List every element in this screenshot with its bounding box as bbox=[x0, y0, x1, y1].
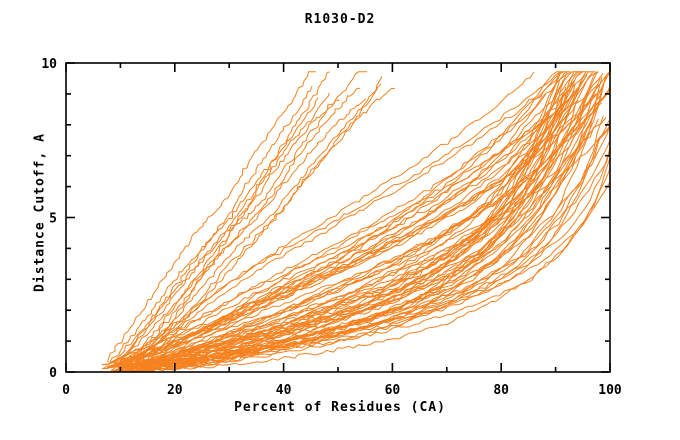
svg-text:80: 80 bbox=[493, 383, 509, 398]
svg-text:20: 20 bbox=[167, 383, 183, 398]
svg-text:5: 5 bbox=[49, 212, 57, 227]
tick-label-group: 0 20 40 60 80 100 0 5 10 bbox=[41, 57, 622, 398]
svg-text:60: 60 bbox=[385, 383, 401, 398]
axis-group bbox=[65, 62, 611, 373]
svg-text:10: 10 bbox=[41, 57, 57, 72]
curve-group bbox=[101, 71, 611, 373]
x-axis-label: Percent of Residues (CA) bbox=[234, 400, 446, 415]
svg-text:0: 0 bbox=[62, 383, 70, 398]
svg-text:40: 40 bbox=[276, 383, 292, 398]
svg-text:100: 100 bbox=[598, 383, 622, 398]
svg-text:0: 0 bbox=[49, 366, 57, 381]
chart-title: R1030-D2 bbox=[304, 12, 376, 27]
